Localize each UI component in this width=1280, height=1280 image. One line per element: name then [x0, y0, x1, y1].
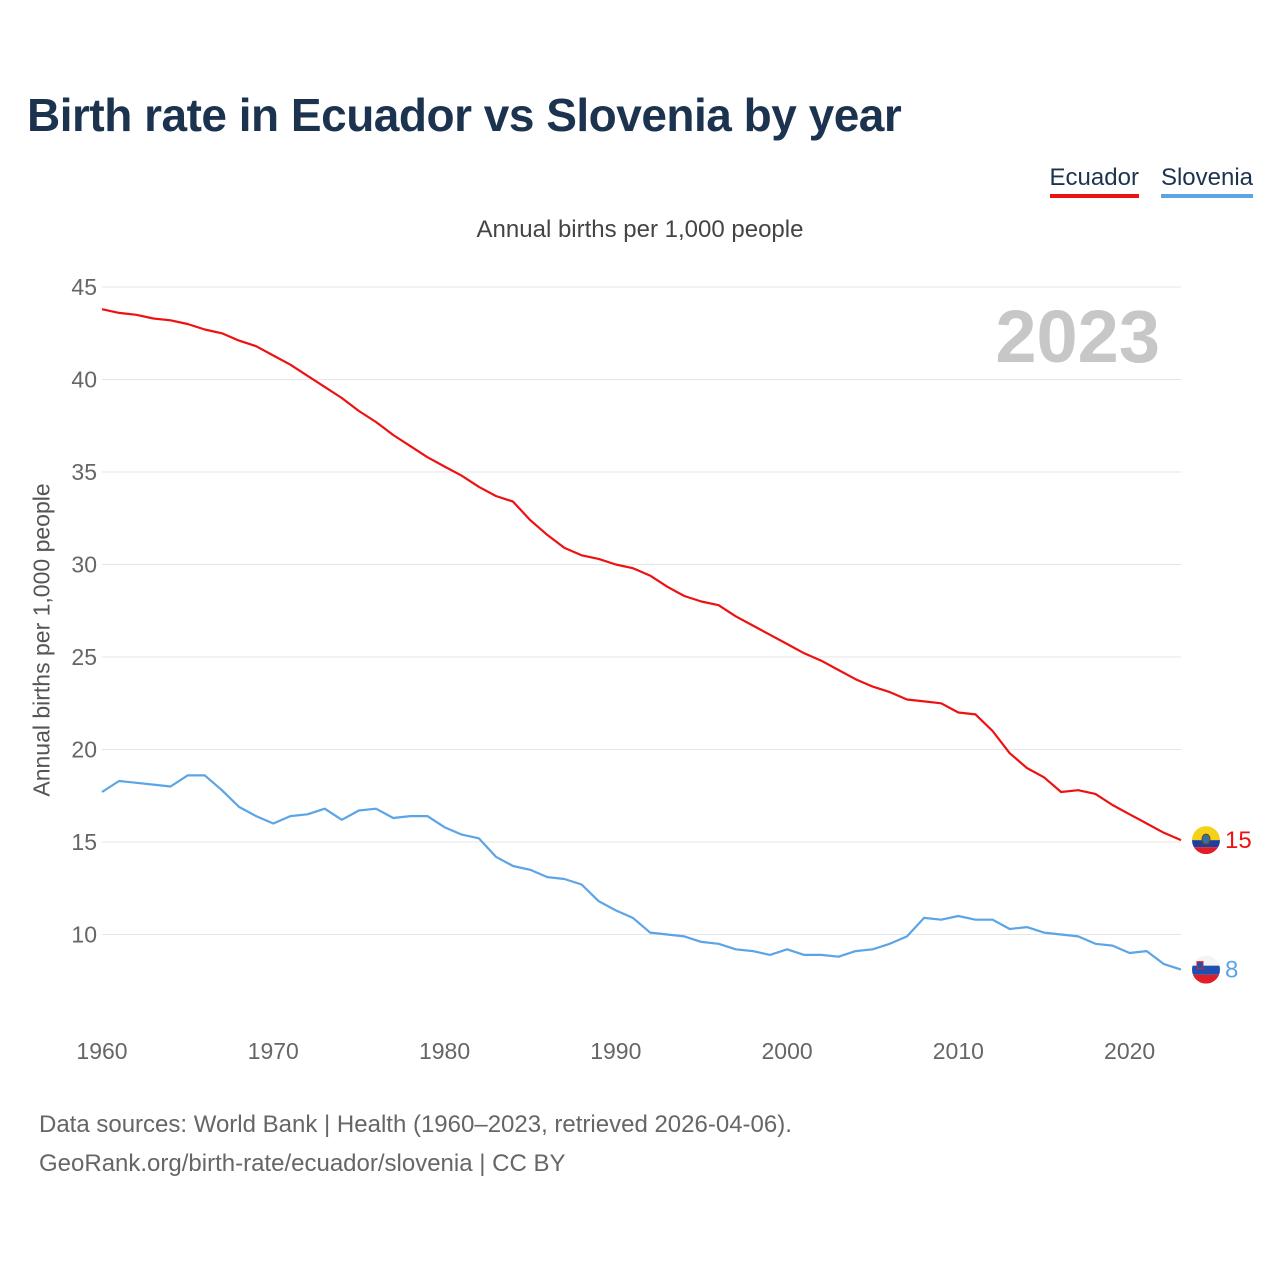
end-value-ecuador: 15 [1225, 827, 1252, 854]
y-tick-label: 35 [71, 459, 97, 485]
footer: Data sources: World Bank | Health (1960–… [39, 1105, 792, 1183]
y-tick-labels: 10 15 20 25 30 35 40 45 [71, 274, 97, 948]
chart-title: Birth rate in Ecuador vs Slovenia by yea… [27, 89, 902, 141]
chart-subtitle: Annual births per 1,000 people [476, 216, 804, 243]
series-line-slovenia[interactable] [101, 774, 1182, 971]
y-tick-label: 45 [71, 274, 97, 300]
x-tick-label: 1960 [76, 1038, 127, 1064]
y-tick-label: 15 [71, 829, 97, 855]
end-value-slovenia: 8 [1225, 957, 1238, 984]
flag-icon-ecuador [1192, 826, 1220, 855]
x-tick-labels: 1960 1970 1980 1990 2000 2010 2020 [76, 1038, 1155, 1064]
footer-url[interactable]: GeoRank.org/birth-rate/ecuador/slovenia … [39, 1150, 566, 1177]
x-tick-label: 2000 [761, 1038, 812, 1064]
y-tick-label: 10 [71, 922, 97, 948]
legend-item-ecuador[interactable]: Ecuador [1049, 164, 1139, 198]
y-tick-label: 30 [71, 552, 97, 578]
y-tick-label: 20 [71, 737, 97, 763]
y-tick-label: 25 [71, 644, 97, 670]
x-tick-label: 1990 [590, 1038, 641, 1064]
x-tick-label: 1970 [248, 1038, 299, 1064]
legend-item-slovenia[interactable]: Slovenia [1160, 164, 1253, 198]
series-lines [101, 308, 1182, 971]
year-watermark: 2023 [995, 295, 1160, 378]
flag-icon-slovenia [1192, 955, 1220, 984]
end-markers: 15 8 [1192, 826, 1252, 984]
x-tick-label: 1980 [419, 1038, 470, 1064]
x-tick-label: 2020 [1104, 1038, 1155, 1064]
y-tick-label: 40 [71, 367, 97, 393]
grid-lines [102, 286, 1181, 935]
legend: Ecuador Slovenia [1049, 164, 1253, 198]
footer-sources: Data sources: World Bank | Health (1960–… [39, 1111, 792, 1138]
series-line-ecuador[interactable] [101, 308, 1182, 842]
x-tick-label: 2010 [933, 1038, 984, 1064]
